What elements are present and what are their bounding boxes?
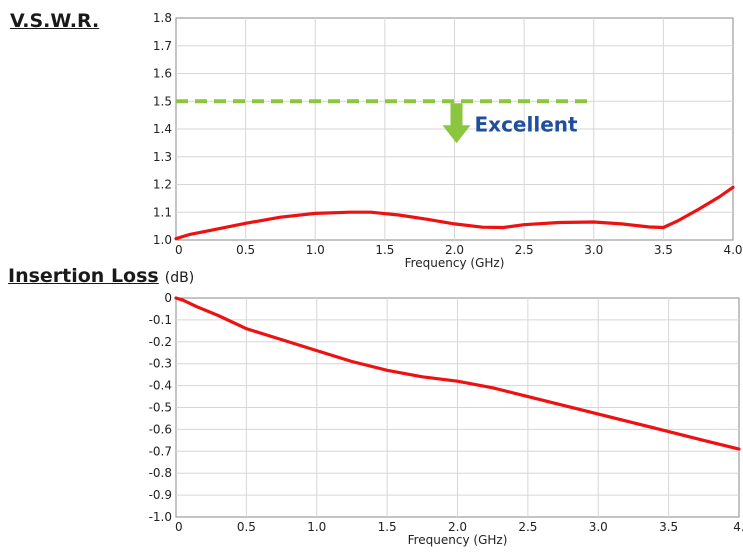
vswr-y-tick-label: 1.4	[153, 122, 172, 136]
insertion-loss-x-tick-label: 3.5	[659, 520, 678, 534]
vswr-x-tick-label: 4.0	[723, 243, 742, 257]
insertion-loss-x-tick-label: 2.5	[518, 520, 537, 534]
excellent-label: Excellent	[475, 112, 578, 136]
insertion-loss-y-tick-label: -0.9	[149, 488, 172, 502]
insertion-loss-x-tick-label: 3.0	[589, 520, 608, 534]
vswr-x-tick-label: 3.0	[584, 243, 603, 257]
vswr-x-tick-label: 0	[175, 243, 183, 257]
insertion-loss-y-tick-label: -0.7	[149, 444, 172, 458]
insertion-loss-series-line	[174, 296, 741, 451]
vswr-x-tick-label: 0.5	[236, 243, 255, 257]
insertion-loss-chart: 0 0.5 1.0 1.5 2.0 2.5 3.0 3.5 4. 0 -0.1 -0.2 -0.3 -0.…	[149, 291, 743, 547]
vswr-y-tick-label: 1.2	[153, 178, 172, 192]
vswr-x-tick-label: 2.0	[445, 243, 464, 257]
down-arrow-icon	[442, 103, 471, 144]
vswr-x-tick-label: 3.5	[654, 243, 673, 257]
insertion-loss-y-tick-label: -0.4	[149, 379, 172, 393]
insertion-loss-y-tick-label: 0	[164, 291, 172, 305]
insertion-loss-unit: (dB)	[164, 270, 195, 286]
insertion-loss-y-tick-label: -0.5	[149, 401, 172, 415]
insertion-loss-x-tick-label: 2.0	[448, 520, 467, 534]
vswr-y-tick-label: 1.7	[153, 39, 172, 53]
vswr-y-tick-label: 1.8	[153, 11, 172, 25]
vswr-y-tick-label: 1.6	[153, 67, 172, 81]
vswr-y-tick-label: 1.0	[153, 233, 172, 247]
insertion-loss-x-tick-label: 0.5	[237, 520, 256, 534]
vswr-x-axis-title: Frequency (GHz)	[405, 256, 505, 270]
insertion-loss-y-tick-label: -0.1	[149, 313, 172, 327]
vswr-y-tick-label: 1.5	[153, 94, 172, 108]
insertion-loss-x-tick-label: 4.	[733, 520, 743, 534]
vswr-y-tick-label: 1.3	[153, 150, 172, 164]
vswr-x-tick-label: 1.5	[375, 243, 394, 257]
vswr-chart: 0 0.5 1.0 1.5 2.0 2.5 3.0 3.5 4.0 1.0 1.1 1.2 1.3 1.4…	[153, 11, 743, 270]
vswr-x-tick-label: 1.0	[306, 243, 325, 257]
insertion-loss-title: Insertion Loss	[8, 265, 159, 287]
insertion-loss-y-tick-label: -0.3	[149, 357, 172, 371]
insertion-loss-x-axis-title: Frequency (GHz)	[408, 533, 508, 547]
insertion-loss-y-tick-label: -0.2	[149, 335, 172, 349]
insertion-loss-y-tick-label: -1.0	[149, 510, 172, 524]
vswr-title: V.S.W.R.	[10, 10, 100, 32]
insertion-loss-y-tick-label: -0.8	[149, 466, 172, 480]
vswr-x-tick-label: 2.5	[515, 243, 534, 257]
insertion-loss-x-tick-label: 1.0	[307, 520, 326, 534]
insertion-loss-y-tick-label: -0.6	[149, 422, 172, 436]
vswr-y-tick-label: 1.1	[153, 205, 172, 219]
insertion-loss-x-tick-label: 1.5	[378, 520, 397, 534]
vswr-series-line	[174, 185, 735, 241]
insertion-loss-heading: Insertion Loss (dB)	[8, 265, 194, 287]
insertion-loss-x-tick-label: 0	[175, 520, 183, 534]
